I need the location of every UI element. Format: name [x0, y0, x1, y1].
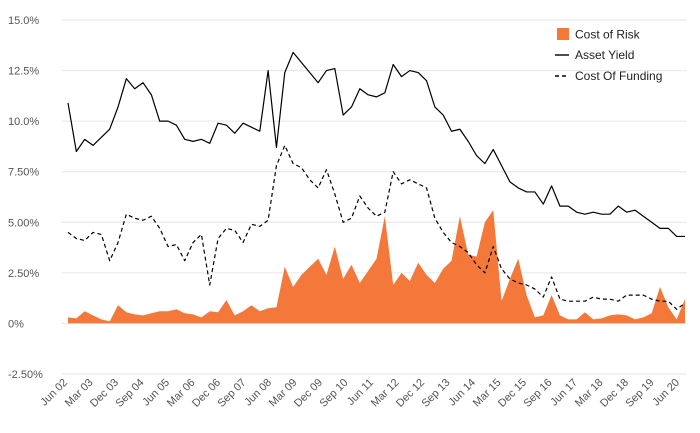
line-series-layer: [67, 51, 686, 310]
series-area-cost-of-risk: [68, 210, 685, 324]
y-tick-label: 12.5%: [8, 66, 39, 78]
legend-swatch-cost-of-risk: [557, 28, 569, 40]
x-tick-label: Sep 04: [113, 377, 146, 410]
y-tick-label: 5.00%: [8, 217, 39, 229]
x-tick-label: Sep 19: [623, 377, 656, 410]
x-tick-label: Sep 16: [521, 377, 554, 410]
y-tick-label: -2.50%: [8, 369, 43, 381]
legend: Cost of Risk Asset Yield Cost Of Funding: [555, 28, 662, 83]
legend-label-cost-of-risk: Cost of Risk: [575, 28, 641, 42]
x-tick-label: Sep 13: [419, 377, 452, 410]
y-tick-label: 15.0%: [8, 15, 39, 27]
y-tick-label: 10.0%: [8, 116, 39, 128]
cost-of-risk-area-layer: [68, 210, 685, 324]
y-axis-ticks: -2.50% 0% 2.50% 5.00% 7.50% 10.0% 12.5% 15.0%: [8, 15, 43, 381]
x-tick-label: Sep 10: [317, 377, 350, 410]
legend-label-asset-yield: Asset Yield: [575, 48, 634, 62]
series-line-asset-yield: [67, 51, 685, 238]
y-tick-label: 7.50%: [8, 167, 39, 179]
y-tick-label: 2.50%: [8, 268, 39, 280]
x-tick-label: Jun 20: [650, 377, 682, 409]
x-tick-label: Sep 07: [215, 377, 248, 410]
y-tick-label: 0%: [8, 318, 24, 330]
legend-label-cost-of-funding: Cost Of Funding: [575, 69, 662, 83]
